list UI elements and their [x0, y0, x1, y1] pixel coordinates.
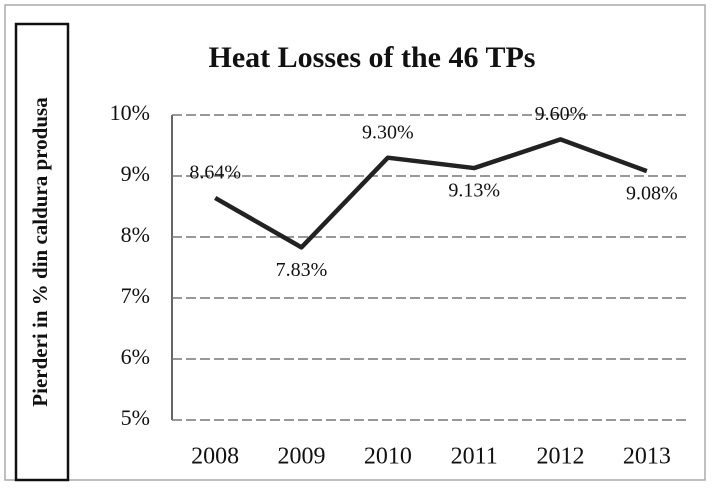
y-tick-label: 6% — [121, 344, 150, 369]
x-tick-label: 2008 — [191, 444, 239, 470]
x-tick-label: 2010 — [364, 444, 412, 470]
data-label: 9.13% — [448, 180, 500, 202]
data-label: 9.08% — [626, 183, 678, 205]
y-label-box — [14, 22, 70, 482]
y-tick-label: 8% — [121, 222, 150, 247]
line — [214, 137, 648, 250]
x-tick-label: 2012 — [537, 444, 585, 470]
data-label: 9.30% — [362, 121, 414, 143]
data-label: 8.64% — [189, 162, 241, 184]
x-tick-label: 2011 — [451, 444, 498, 470]
y-tick-label: 9% — [121, 161, 150, 186]
data-label: 9.60% — [535, 103, 587, 125]
frame — [4, 4, 706, 481]
data-label: 7.83% — [276, 259, 328, 281]
y-tick-label: 7% — [121, 283, 150, 308]
y-axis-label: Pierderi in % din caldura produsa — [28, 97, 52, 407]
y-tick-label: 10% — [110, 100, 150, 125]
x-tick-label: 2009 — [278, 444, 326, 470]
chart-title: Heat Losses of the 46 TPs — [209, 41, 536, 74]
y-tick-label: 5% — [121, 405, 150, 430]
x-tick-label: 2013 — [623, 444, 671, 470]
